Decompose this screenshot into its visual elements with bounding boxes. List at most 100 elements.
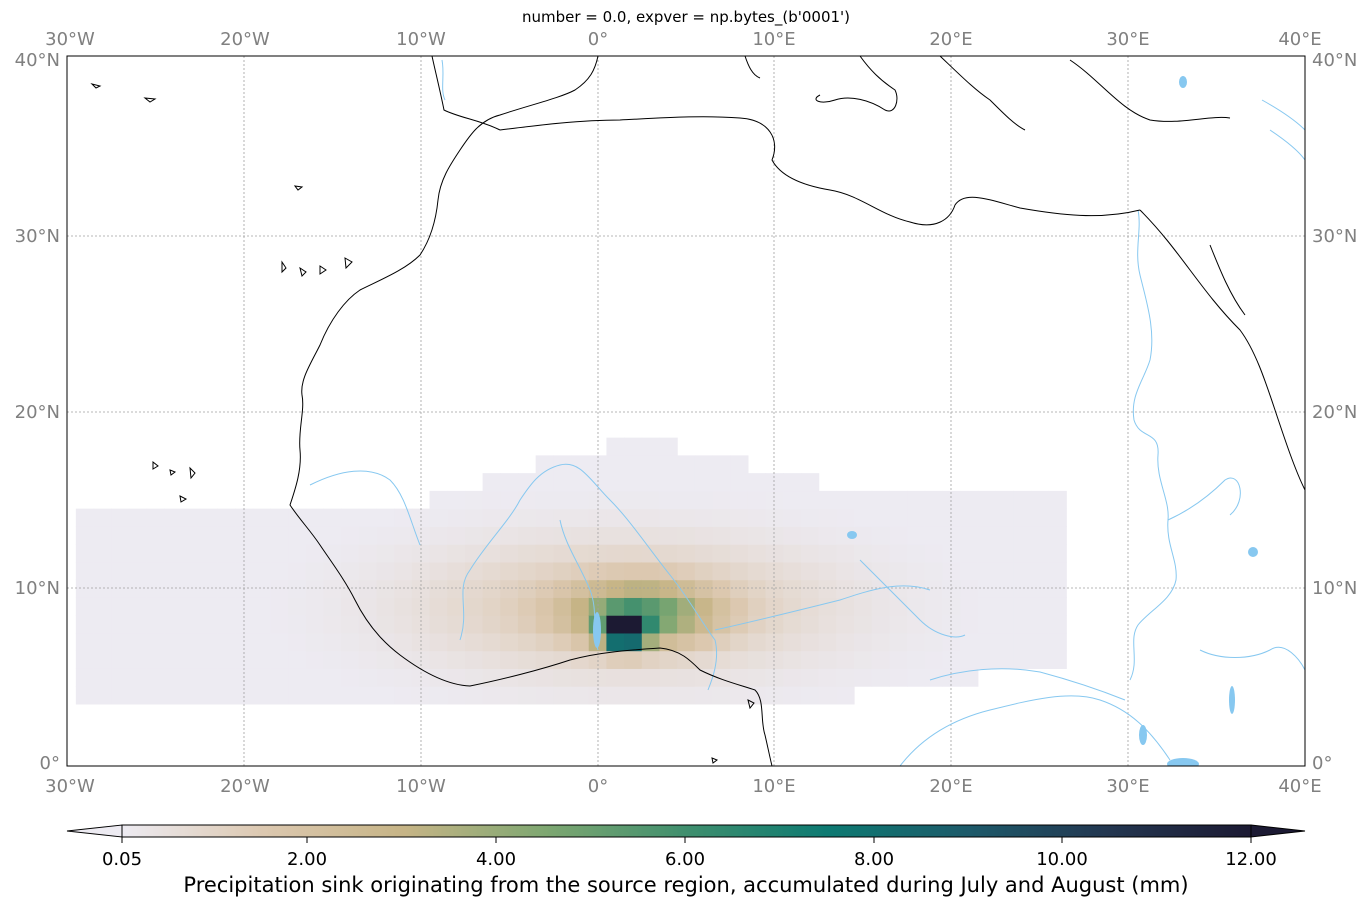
- field-cell: [553, 490, 572, 510]
- field-cell: [854, 615, 873, 634]
- field-cell: [288, 668, 307, 687]
- field-cell: [694, 632, 714, 652]
- field-cell: [553, 632, 572, 652]
- field-cell: [199, 686, 218, 705]
- field-cell: [677, 544, 696, 563]
- field-cell: [305, 615, 325, 634]
- lat-label-right-30n: 30°N: [1312, 226, 1357, 247]
- field-cell: [836, 579, 855, 598]
- field-cell: [164, 526, 183, 545]
- field-cell: [995, 615, 1014, 634]
- field-cell: [1013, 632, 1032, 652]
- field-cell: [217, 508, 236, 527]
- field-cell: [376, 544, 395, 563]
- field-cell: [588, 473, 608, 492]
- field-cell: [818, 597, 837, 616]
- field-cell: [606, 508, 625, 527]
- field-cell: [394, 544, 413, 563]
- field-cell: [712, 544, 731, 563]
- field-cell: [146, 668, 165, 687]
- lon-label-bottom-20w: 20°W: [220, 776, 270, 797]
- field-cell: [376, 597, 395, 616]
- field-cell: [164, 668, 183, 687]
- field-cell: [854, 561, 873, 581]
- field-cell: [924, 579, 944, 598]
- field-cell: [323, 508, 342, 527]
- field-cell: [411, 526, 431, 545]
- field-cell: [305, 597, 325, 616]
- field-cell: [1030, 544, 1050, 563]
- field-cell: [270, 561, 289, 581]
- red-sea-coast: [1139, 209, 1305, 491]
- field-cell: [517, 668, 537, 687]
- field-cell: [1013, 561, 1032, 581]
- field-cell: [535, 455, 554, 474]
- field-cell: [181, 668, 201, 687]
- field-cell: [270, 597, 289, 616]
- nile-river: [1129, 209, 1177, 681]
- field-cell: [624, 561, 643, 581]
- anatolia-coast: [1069, 59, 1231, 122]
- field-cell: [977, 561, 997, 581]
- lon-label-bottom-10w: 10°W: [396, 776, 446, 797]
- field-cell: [535, 544, 554, 563]
- field-cell: [730, 473, 749, 492]
- field-cell: [288, 597, 307, 616]
- field-cell: [712, 473, 731, 492]
- lake-turkana: [1229, 686, 1235, 714]
- field-cell: [464, 615, 484, 634]
- field-cell: [270, 668, 289, 687]
- field-cell: [659, 632, 678, 652]
- field-cell: [960, 490, 979, 510]
- chari-river: [859, 559, 966, 638]
- field-cell: [694, 508, 714, 527]
- field-cell: [747, 526, 767, 545]
- field-cell: [889, 508, 908, 527]
- field-cell: [553, 597, 572, 616]
- blue-nile: [1167, 477, 1241, 521]
- field-cell: [217, 632, 236, 652]
- field-cell: [907, 632, 926, 652]
- field-cell: [429, 632, 448, 652]
- field-cell: [659, 437, 678, 456]
- field-cell: [747, 579, 767, 598]
- field-cell: [128, 597, 148, 616]
- field-cell: [252, 561, 271, 581]
- field-cell: [447, 490, 466, 510]
- field-cell: [924, 561, 944, 581]
- field-cell: [871, 544, 890, 563]
- field-cell: [323, 597, 342, 616]
- field-cell: [677, 579, 696, 598]
- field-cell: [93, 508, 112, 527]
- field-cell: [1030, 561, 1050, 581]
- field-cell: [907, 526, 926, 545]
- colorbar-tick-label-1: 2.00: [287, 849, 327, 870]
- field-cell: [270, 615, 289, 634]
- field-cell: [800, 632, 820, 652]
- field-cell: [907, 668, 926, 687]
- field-cell: [464, 544, 484, 563]
- field-cell: [889, 579, 908, 598]
- field-cell: [75, 579, 95, 598]
- field-cell: [730, 508, 749, 527]
- field-cell: [889, 490, 908, 510]
- field-cell: [305, 579, 325, 598]
- field-cell: [606, 490, 625, 510]
- field-cell: [588, 686, 608, 705]
- east-african-rivers: [1199, 647, 1305, 671]
- field-cell: [747, 615, 767, 634]
- field-cell: [93, 597, 112, 616]
- field-cell: [482, 473, 501, 492]
- field-cell: [270, 508, 289, 527]
- field-cell: [341, 561, 360, 581]
- field-cell: [907, 561, 926, 581]
- field-cell: [694, 544, 714, 563]
- field-cell: [960, 544, 979, 563]
- field-cell: [641, 508, 661, 527]
- field-cell: [977, 597, 997, 616]
- field-cell: [747, 490, 767, 510]
- field-cell: [517, 526, 537, 545]
- field-cell: [960, 632, 979, 652]
- field-cell: [624, 526, 643, 545]
